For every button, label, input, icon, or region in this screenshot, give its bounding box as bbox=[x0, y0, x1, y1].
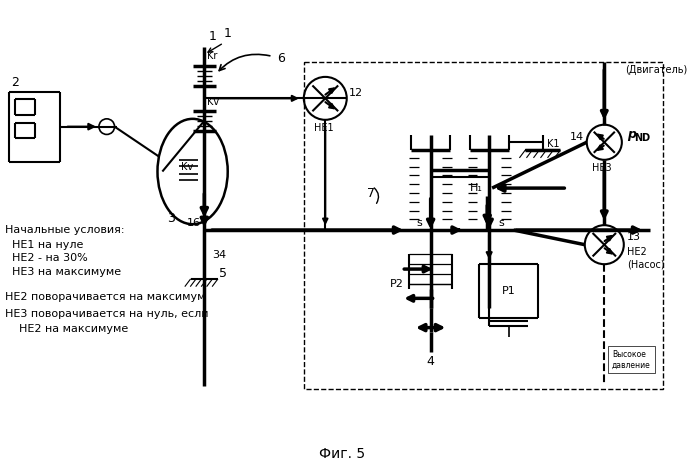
Text: 1: 1 bbox=[208, 30, 216, 43]
Text: 2: 2 bbox=[11, 76, 19, 89]
Text: s: s bbox=[416, 218, 421, 228]
Text: Kr: Kr bbox=[207, 51, 217, 61]
Text: Начальные условия:: Начальные условия: bbox=[6, 225, 125, 235]
Text: Kv: Kv bbox=[207, 97, 219, 107]
Text: НЕ2 поворачивается на максимум: НЕ2 поворачивается на максимум bbox=[6, 291, 206, 302]
Text: НЕ1: НЕ1 bbox=[314, 123, 333, 133]
Text: 1: 1 bbox=[224, 27, 231, 40]
Text: (Насос): (Насос) bbox=[627, 259, 664, 269]
Text: H₁: H₁ bbox=[470, 183, 482, 193]
Text: 6: 6 bbox=[278, 53, 285, 65]
Text: p: p bbox=[627, 128, 635, 141]
Text: s: s bbox=[498, 218, 504, 228]
Text: 7: 7 bbox=[367, 188, 375, 201]
Text: (Двигатель): (Двигатель) bbox=[625, 65, 687, 75]
Text: ND: ND bbox=[635, 133, 651, 143]
Text: НЕ3 на максимуме: НЕ3 на максимуме bbox=[6, 267, 122, 277]
Text: НЕ2 - на 30%: НЕ2 - на 30% bbox=[6, 253, 88, 264]
Text: НЕ2: НЕ2 bbox=[627, 248, 647, 258]
Text: 34: 34 bbox=[212, 250, 226, 259]
Text: НЕ2 на максимуме: НЕ2 на максимуме bbox=[6, 324, 129, 334]
Text: НЕ3: НЕ3 bbox=[591, 163, 611, 173]
Text: K1: K1 bbox=[547, 139, 559, 149]
Text: P1: P1 bbox=[502, 286, 516, 296]
Text: 5: 5 bbox=[219, 267, 227, 280]
Text: НЕ1 на нуле: НЕ1 на нуле bbox=[6, 240, 84, 250]
Text: 13: 13 bbox=[627, 232, 641, 242]
Text: 4: 4 bbox=[426, 355, 435, 368]
Text: 14: 14 bbox=[570, 133, 584, 142]
Text: P2: P2 bbox=[389, 279, 403, 289]
Text: 16: 16 bbox=[187, 219, 201, 228]
Text: 3: 3 bbox=[167, 212, 175, 226]
Text: Фиг. 5: Фиг. 5 bbox=[319, 446, 365, 461]
Text: 12: 12 bbox=[349, 88, 363, 99]
Text: Высокое
давление: Высокое давление bbox=[612, 350, 651, 369]
Text: Kv: Kv bbox=[180, 162, 193, 172]
Text: НЕ3 поворачивается на нуль, если: НЕ3 поворачивается на нуль, если bbox=[6, 309, 209, 319]
